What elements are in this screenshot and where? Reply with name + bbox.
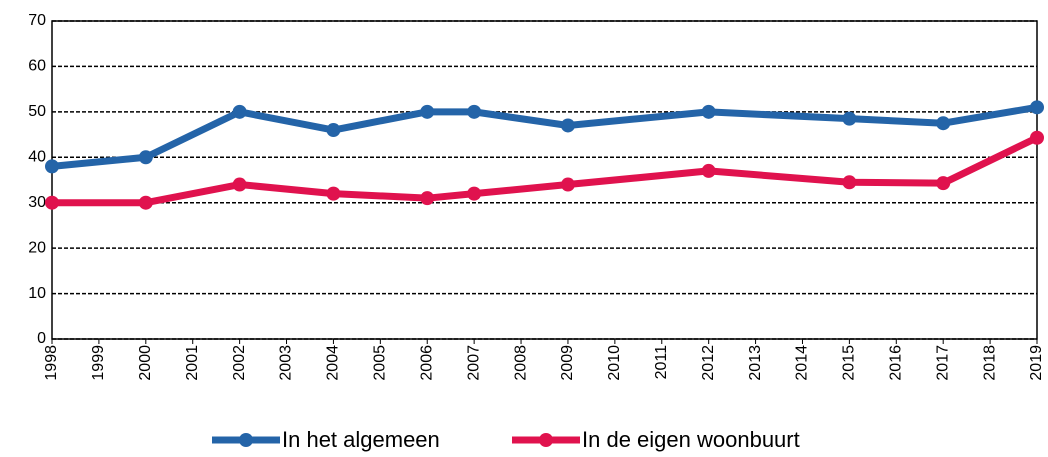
point bbox=[138, 150, 153, 165]
x-tick-label: 2005 bbox=[372, 345, 389, 381]
point bbox=[326, 186, 341, 201]
y-tick-label: 30 bbox=[28, 194, 46, 211]
point bbox=[420, 191, 435, 206]
point bbox=[138, 195, 153, 210]
point bbox=[701, 163, 716, 178]
legend-marker bbox=[239, 433, 253, 447]
legend-marker bbox=[539, 433, 553, 447]
point bbox=[842, 111, 857, 126]
x-tick-label: 2000 bbox=[137, 345, 154, 381]
x-tick-label: 2013 bbox=[747, 345, 764, 381]
x-tick-label: 2008 bbox=[512, 345, 529, 381]
x-tick-label: 2003 bbox=[278, 345, 295, 381]
x-tick-label: 2015 bbox=[841, 345, 858, 381]
x-tick-label: 2011 bbox=[653, 345, 670, 380]
plot-border bbox=[51, 20, 1038, 340]
point bbox=[326, 123, 341, 138]
y-tick-label: 20 bbox=[28, 239, 46, 256]
point bbox=[1030, 100, 1044, 115]
point bbox=[701, 104, 716, 119]
point bbox=[45, 159, 59, 174]
x-tick-label: 2016 bbox=[888, 345, 905, 381]
point bbox=[936, 116, 951, 131]
point bbox=[45, 195, 59, 210]
x-tick-label: 2001 bbox=[184, 345, 201, 381]
legend-label: In de eigen woonbuurt bbox=[582, 427, 800, 452]
series-line bbox=[52, 134, 1039, 207]
x-tick-label: 2019 bbox=[1028, 345, 1045, 381]
x-tick-label: 2014 bbox=[794, 345, 811, 381]
point bbox=[842, 175, 857, 190]
point bbox=[232, 177, 247, 192]
x-tick-label: 1999 bbox=[90, 345, 107, 381]
point bbox=[560, 177, 575, 192]
x-tick-label: 2006 bbox=[418, 345, 435, 381]
legend-item: In het algemeen bbox=[212, 427, 440, 452]
x-tick-label: 2002 bbox=[231, 345, 248, 381]
point bbox=[420, 104, 435, 119]
point bbox=[936, 176, 951, 191]
y-tick-label: 50 bbox=[28, 103, 46, 120]
x-tick-label: 2007 bbox=[465, 345, 482, 381]
x-tick-label: 1998 bbox=[43, 345, 60, 381]
point bbox=[467, 104, 482, 119]
y-tick-label: 40 bbox=[28, 149, 46, 166]
x-tick-label: 2017 bbox=[934, 345, 951, 381]
y-tick-label: 10 bbox=[28, 285, 46, 302]
x-tick-label: 2010 bbox=[606, 345, 623, 381]
legend-label: In het algemeen bbox=[282, 427, 440, 452]
x-tick-label: 2018 bbox=[981, 345, 998, 381]
y-tick-label: 60 bbox=[28, 58, 46, 75]
point bbox=[1030, 130, 1044, 145]
x-tick-label: 2012 bbox=[700, 345, 717, 381]
y-tick-label: 70 bbox=[28, 12, 46, 29]
point bbox=[560, 118, 575, 133]
x-tick-label: 2009 bbox=[559, 345, 576, 381]
y-tick-label: 0 bbox=[37, 330, 46, 347]
x-tick-label: 2004 bbox=[325, 345, 342, 381]
point bbox=[232, 104, 247, 119]
legend-item: In de eigen woonbuurt bbox=[512, 427, 800, 452]
point bbox=[467, 186, 482, 201]
